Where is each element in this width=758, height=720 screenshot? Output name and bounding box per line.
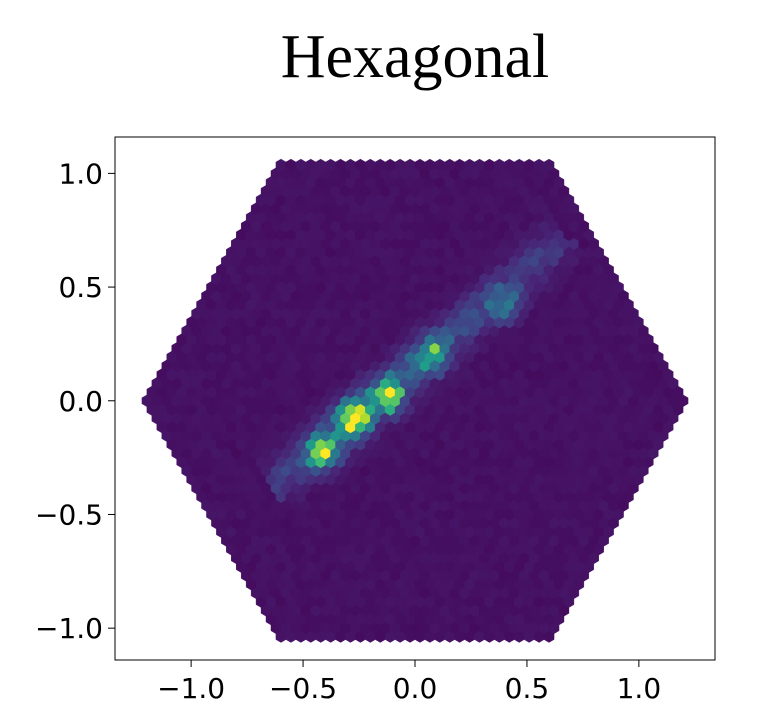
x-tick-label: 1.0	[617, 672, 662, 705]
y-tick-label: 1.0	[58, 157, 103, 190]
hexbin-cells	[141, 158, 689, 643]
x-tick-label: −1.0	[157, 672, 225, 705]
x-tick-label: 0.0	[393, 672, 438, 705]
y-tick-label: 0.0	[58, 385, 103, 418]
y-tick-label: 0.5	[58, 271, 103, 304]
hex-cell	[543, 158, 555, 172]
chart-title: Hexagonal	[280, 23, 550, 91]
x-tick-label: 0.5	[505, 672, 550, 705]
y-tick-label: −1.0	[35, 612, 103, 645]
axis-ticks: −1.0 −0.5 0.0 0.5 1.0 −1.0 −0.5 0.0 0.5 1.0	[35, 157, 661, 705]
x-tick-label: −0.5	[269, 672, 337, 705]
y-tick-label: −0.5	[35, 498, 103, 531]
